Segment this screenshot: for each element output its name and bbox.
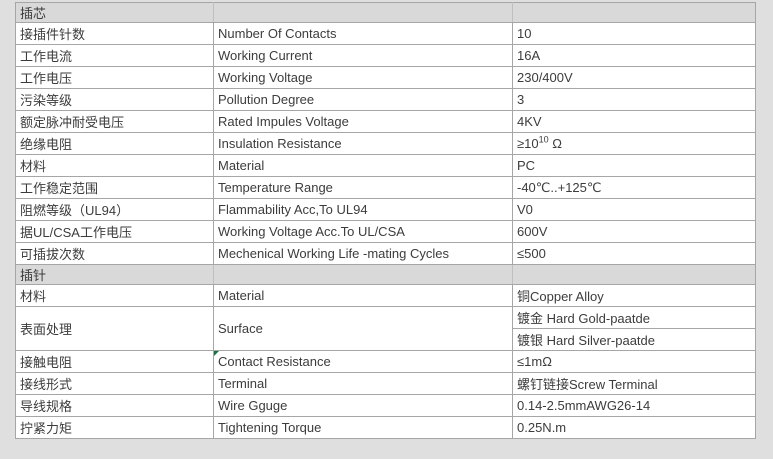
spec-cn-cell: 导线规格	[15, 394, 214, 417]
spec-value-cell: -40℃..+125℃	[512, 176, 756, 199]
spec-row-flammability: 阻燃等级（UL94） Flammability Acc,To UL94 V0	[15, 198, 756, 221]
value-superscript: 10	[538, 134, 549, 145]
spec-row-working-current: 工作电流 Working Current 16A	[15, 44, 756, 67]
spec-row-number-of-contacts: 接插件针数 Number Of Contacts 10	[15, 22, 756, 45]
spec-table: 插芯 接插件针数 Number Of Contacts 10 工作电流 Work…	[15, 2, 756, 439]
spec-value-cell: 0.25N.m	[512, 416, 756, 439]
spec-value-cell: V0	[512, 198, 756, 221]
value-text: ≥10	[517, 136, 539, 151]
spec-cn-cell: 接触电阻	[15, 350, 214, 373]
spec-row-insulation-resistance: 绝缘电阻 Insulation Resistance ≥1010 Ω	[15, 132, 756, 155]
spec-value-cell: 600V	[512, 220, 756, 243]
spec-cn-cell: 污染等级	[15, 88, 214, 111]
spec-cn-cell: 额定脉冲耐受电压	[15, 110, 214, 133]
spec-value-cell: 16A	[512, 44, 756, 67]
spec-row-material-core: 材料 Material PC	[15, 154, 756, 177]
spec-en-cell: Pollution Degree	[213, 88, 513, 111]
spec-value-cell: 4KV	[512, 110, 756, 133]
section-header-core: 插芯	[15, 2, 756, 23]
spec-cn-cell: 工作电流	[15, 44, 214, 67]
section-header-empty-cell	[213, 2, 513, 23]
section-title-cell: 插针	[15, 264, 214, 285]
spec-value-cell: PC	[512, 154, 756, 177]
spec-en-cell: Material	[213, 154, 513, 177]
spec-row-material-pin: 材料 Material 铜Copper Alloy	[15, 284, 756, 307]
spec-row-terminal: 接线形式 Terminal 螺钉链接Screw Terminal	[15, 372, 756, 395]
spec-cn-cell: 可插拔次数	[15, 242, 214, 265]
section-title-cell: 插芯	[15, 2, 214, 23]
spec-row-wire-gauge: 导线规格 Wire Gguge 0.14-2.5mmAWG26-14	[15, 394, 756, 417]
spec-cn-cell: 材料	[15, 284, 214, 307]
spec-cn-cell: 表面处理	[15, 306, 214, 351]
spec-cn-cell: 绝缘电阻	[15, 132, 214, 155]
spec-value-cell: 230/400V	[512, 66, 756, 89]
spec-row-pollution-degree: 污染等级 Pollution Degree 3	[15, 88, 756, 111]
spec-en-cell: Terminal	[213, 372, 513, 395]
spec-value-cell: 铜Copper Alloy	[512, 284, 756, 307]
spec-cn-cell: 材料	[15, 154, 214, 177]
spec-en-cell: Insulation Resistance	[213, 132, 513, 155]
spec-value-cell: 螺钉链接Screw Terminal	[512, 372, 756, 395]
spec-cn-cell: 工作稳定范围	[15, 176, 214, 199]
spec-en-cell: Number Of Contacts	[213, 22, 513, 45]
spec-row-surface: 表面处理 Surface 镀金 Hard Gold-paatde	[15, 306, 756, 351]
spec-cn-cell: 据UL/CSA工作电压	[15, 220, 214, 243]
spec-cn-cell: 阻燃等级（UL94）	[15, 198, 214, 221]
spec-value-cell: 镀银 Hard Silver-paatde	[512, 328, 756, 351]
spec-row-contact-resistance: 接触电阻 Contact Resistance ≤1mΩ	[15, 350, 756, 373]
spec-en-cell: Surface	[213, 306, 513, 351]
spec-value-cell: ≤1mΩ	[512, 350, 756, 373]
spec-row-temperature-range: 工作稳定范围 Temperature Range -40℃..+125℃	[15, 176, 756, 199]
spec-row-ul-csa-working-voltage: 据UL/CSA工作电压 Working Voltage Acc.To UL/CS…	[15, 220, 756, 243]
spec-value-cell: 镀金 Hard Gold-paatde	[512, 306, 756, 329]
spec-value-cell: 10	[512, 22, 756, 45]
spec-cn-cell: 接插件针数	[15, 22, 214, 45]
spec-en-label: Contact Resistance	[218, 354, 331, 369]
spec-en-cell: Working Voltage	[213, 66, 513, 89]
spec-en-cell: Working Voltage Acc.To UL/CSA	[213, 220, 513, 243]
spec-en-cell: Material	[213, 284, 513, 307]
spec-cn-cell: 工作电压	[15, 66, 214, 89]
spec-row-rated-impulse-voltage: 额定脉冲耐受电压 Rated Impules Voltage 4KV	[15, 110, 756, 133]
spec-en-cell: Wire Gguge	[213, 394, 513, 417]
spec-en-cell: Flammability Acc,To UL94	[213, 198, 513, 221]
spec-en-cell: Working Current	[213, 44, 513, 67]
spec-row-tightening-torque: 拧紧力矩 Tightening Torque 0.25N.m	[15, 416, 756, 439]
section-header-empty-cell	[512, 264, 756, 285]
cell-comment-marker-icon	[214, 351, 219, 356]
spec-cn-cell: 接线形式	[15, 372, 214, 395]
spec-value-cell: 0.14-2.5mmAWG26-14	[512, 394, 756, 417]
spec-en-cell: Contact Resistance	[213, 350, 513, 373]
section-header-pin: 插针	[15, 264, 756, 285]
spec-cn-cell: 拧紧力矩	[15, 416, 214, 439]
spec-en-cell: Rated Impules Voltage	[213, 110, 513, 133]
spec-en-cell: Temperature Range	[213, 176, 513, 199]
section-header-empty-cell	[213, 264, 513, 285]
spec-value-cell: 3	[512, 88, 756, 111]
spec-row-surface-second-value: 镀银 Hard Silver-paatde	[16, 328, 756, 351]
spec-value-cell: ≤500	[512, 242, 756, 265]
section-header-empty-cell	[512, 2, 756, 23]
spec-row-working-voltage: 工作电压 Working Voltage 230/400V	[15, 66, 756, 89]
spec-en-cell: Mechenical Working Life -mating Cycles	[213, 242, 513, 265]
spec-value-cell: ≥1010 Ω	[512, 132, 756, 155]
spec-row-mating-cycles: 可插拔次数 Mechenical Working Life -mating Cy…	[15, 242, 756, 265]
value-text: Ω	[548, 136, 562, 151]
spec-en-cell: Tightening Torque	[213, 416, 513, 439]
